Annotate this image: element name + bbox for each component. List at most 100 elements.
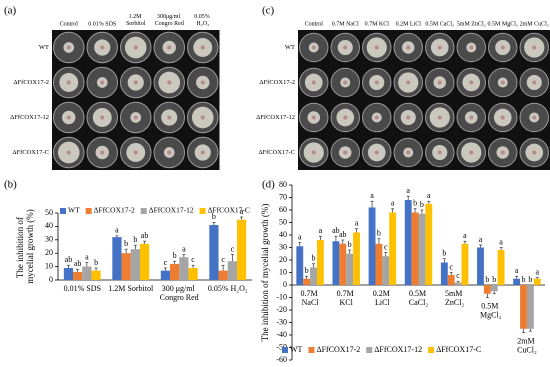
bar bbox=[368, 207, 376, 285]
significance-letter: ab bbox=[141, 231, 149, 240]
colony-center bbox=[200, 45, 205, 50]
significance-letter: a bbox=[463, 231, 467, 240]
colony-center bbox=[500, 115, 505, 120]
colony-center bbox=[532, 150, 537, 155]
bar bbox=[303, 278, 311, 285]
significance-letter: c bbox=[221, 255, 225, 264]
bar bbox=[520, 285, 527, 329]
legend-swatch bbox=[366, 347, 373, 353]
column-header: 1.2M Sorbitol bbox=[126, 14, 146, 27]
bar bbox=[236, 219, 247, 280]
significance-letter: a bbox=[85, 252, 89, 261]
bar bbox=[447, 275, 455, 285]
column-header: 0.01% SDS bbox=[88, 21, 116, 27]
significance-letter: b bbox=[420, 200, 424, 209]
bar bbox=[218, 270, 228, 280]
legend-label: WT bbox=[68, 206, 80, 215]
colony-center bbox=[343, 45, 348, 50]
x-tick-label: 0.2M LiCl bbox=[373, 289, 392, 307]
colony-center bbox=[374, 80, 379, 85]
colony-center bbox=[133, 150, 138, 155]
colony-center bbox=[311, 150, 316, 155]
x-tick-label: 0.05% H₂O₂ bbox=[208, 284, 248, 293]
colony-center bbox=[167, 45, 172, 50]
colony-center bbox=[100, 45, 105, 50]
column-header: Control bbox=[305, 21, 324, 27]
bar bbox=[121, 253, 131, 280]
colony-center bbox=[167, 80, 172, 85]
significance-letter: ab bbox=[74, 259, 82, 268]
significance-letter: b bbox=[377, 229, 381, 238]
bar bbox=[339, 243, 347, 285]
bar bbox=[73, 271, 83, 280]
bar bbox=[425, 203, 433, 285]
colony-center bbox=[133, 115, 138, 120]
colony-center bbox=[374, 115, 379, 120]
legend-label: ΔFfCOX17-12 bbox=[149, 206, 194, 215]
significance-letter: a bbox=[515, 266, 519, 275]
significance-letter: b bbox=[124, 239, 128, 248]
significance-letter: b bbox=[173, 251, 177, 260]
significance-letter: b bbox=[348, 240, 352, 249]
significance-letter: c bbox=[231, 244, 235, 253]
significance-letter: c bbox=[449, 262, 453, 271]
row-label: ΔFfCOX17-12 bbox=[10, 114, 49, 121]
x-tick-label: 0.7M NaCl bbox=[301, 289, 320, 307]
row-label: ΔFfCOX17-2 bbox=[259, 79, 295, 86]
y-tick-label: 50 bbox=[279, 217, 287, 226]
significance-letter: a bbox=[370, 191, 374, 200]
colony-center bbox=[532, 80, 537, 85]
colony-center bbox=[167, 115, 172, 120]
bar bbox=[382, 256, 390, 285]
bar bbox=[353, 232, 360, 285]
significance-letter: a bbox=[499, 237, 503, 246]
y-tick-label: 80 bbox=[279, 180, 287, 189]
bar bbox=[82, 266, 92, 280]
bar bbox=[483, 285, 491, 294]
significance-letter: a bbox=[319, 226, 323, 235]
significance-letter: b bbox=[312, 254, 316, 263]
bar bbox=[130, 249, 140, 280]
colony-center bbox=[406, 45, 411, 50]
colony-center bbox=[66, 80, 71, 85]
significance-letter: c bbox=[164, 258, 168, 267]
row-label: ΔFfCOX17-12 bbox=[256, 114, 295, 121]
panel-label: (d) bbox=[262, 179, 275, 191]
significance-letter: a bbox=[182, 244, 186, 253]
colony-center bbox=[66, 115, 71, 120]
bar bbox=[346, 253, 354, 285]
x-tick-label: 2mM CuCl₂ bbox=[517, 336, 537, 354]
column-header: 0.5M MgCl₂ bbox=[488, 21, 518, 27]
legend-swatch bbox=[140, 208, 147, 214]
bar bbox=[227, 261, 237, 280]
panel-label: (a) bbox=[4, 5, 17, 17]
colony-center bbox=[200, 115, 205, 120]
significance-letter: a bbox=[240, 207, 244, 216]
y-tick-label: 10 bbox=[279, 267, 287, 276]
colony-center bbox=[66, 150, 71, 155]
y-tick-label: -50 bbox=[276, 342, 287, 351]
y-tick-label: 50 bbox=[45, 208, 53, 217]
column-header: 0.5M CaCl₂ bbox=[425, 21, 454, 27]
column-header: Control bbox=[60, 21, 79, 27]
column-header: 5mM ZnCl₂ bbox=[457, 21, 486, 27]
y-tick-label: -20 bbox=[276, 305, 287, 314]
bar bbox=[139, 243, 150, 280]
bar bbox=[404, 200, 412, 285]
row-label: ΔFfCOX17-C bbox=[12, 149, 49, 156]
bar bbox=[160, 270, 171, 280]
bar bbox=[296, 246, 304, 285]
x-tick-label: 0.5M MgCl₂ bbox=[480, 301, 502, 319]
bar bbox=[170, 263, 180, 280]
x-tick-label: 300 μg/ml Congro Red bbox=[160, 284, 199, 302]
bar bbox=[454, 282, 462, 285]
y-tick-label: 30 bbox=[45, 235, 53, 244]
y-tick-label: 70 bbox=[279, 192, 287, 201]
y-tick-label: -10 bbox=[276, 292, 287, 301]
row-label: ΔFfCOX17-C bbox=[258, 149, 295, 156]
panel-label: (c) bbox=[262, 5, 275, 17]
colony-center bbox=[406, 80, 411, 85]
bar bbox=[526, 285, 534, 329]
significance-letter: a bbox=[355, 219, 359, 228]
bar bbox=[477, 247, 484, 285]
